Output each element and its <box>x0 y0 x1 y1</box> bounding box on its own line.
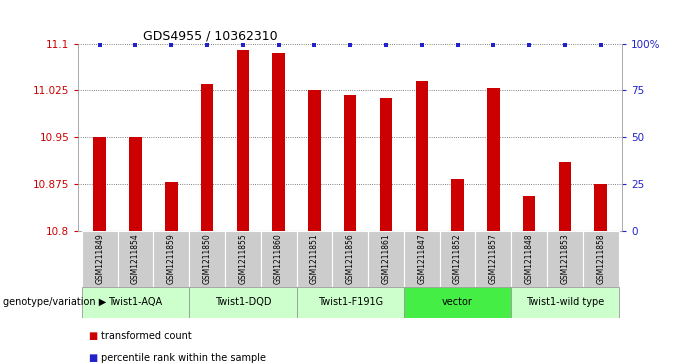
Text: GSM1211849: GSM1211849 <box>95 233 104 284</box>
Bar <box>415 81 428 231</box>
Bar <box>225 231 260 287</box>
Bar <box>129 137 141 231</box>
Bar <box>368 231 404 287</box>
Bar <box>333 231 368 287</box>
Bar <box>487 89 500 231</box>
Bar <box>511 287 619 318</box>
Bar <box>583 231 619 287</box>
Text: GSM1211854: GSM1211854 <box>131 233 140 284</box>
Text: genotype/variation ▶: genotype/variation ▶ <box>3 297 107 307</box>
Bar <box>523 196 535 231</box>
Text: GSM1211847: GSM1211847 <box>418 233 426 284</box>
Text: transformed count: transformed count <box>101 331 191 341</box>
Bar <box>260 231 296 287</box>
Text: GSM1211855: GSM1211855 <box>238 233 248 284</box>
Text: ■: ■ <box>88 352 98 363</box>
Bar <box>296 287 404 318</box>
Bar <box>237 50 249 231</box>
Text: Twist1-AQA: Twist1-AQA <box>108 297 163 307</box>
Text: GSM1211850: GSM1211850 <box>203 233 211 284</box>
Text: GSM1211848: GSM1211848 <box>525 233 534 284</box>
Text: percentile rank within the sample: percentile rank within the sample <box>101 352 266 363</box>
Text: GSM1211861: GSM1211861 <box>381 233 390 284</box>
Text: GSM1211857: GSM1211857 <box>489 233 498 284</box>
Bar <box>475 231 511 287</box>
Bar <box>559 162 571 231</box>
Bar <box>404 231 440 287</box>
Text: GDS4955 / 10362310: GDS4955 / 10362310 <box>143 29 278 42</box>
Bar <box>273 53 285 231</box>
Text: GSM1211853: GSM1211853 <box>560 233 569 284</box>
Text: GSM1211852: GSM1211852 <box>453 233 462 284</box>
Bar <box>189 287 296 318</box>
Bar <box>82 231 118 287</box>
Bar <box>189 231 225 287</box>
Bar <box>547 231 583 287</box>
Text: GSM1211858: GSM1211858 <box>596 233 605 284</box>
Bar <box>404 287 511 318</box>
Text: GSM1211851: GSM1211851 <box>310 233 319 284</box>
Bar <box>82 287 189 318</box>
Text: GSM1211856: GSM1211856 <box>345 233 355 284</box>
Text: GSM1211860: GSM1211860 <box>274 233 283 284</box>
Bar <box>154 231 189 287</box>
Bar <box>440 231 475 287</box>
Bar <box>165 182 177 231</box>
Text: Twist1-wild type: Twist1-wild type <box>526 297 604 307</box>
Bar <box>118 231 154 287</box>
Bar <box>308 90 321 231</box>
Bar <box>201 84 214 231</box>
Bar <box>344 95 356 231</box>
Text: Twist1-F191G: Twist1-F191G <box>318 297 383 307</box>
Bar <box>511 231 547 287</box>
Text: Twist1-DQD: Twist1-DQD <box>215 297 271 307</box>
Bar <box>594 184 607 231</box>
Text: vector: vector <box>442 297 473 307</box>
Bar <box>296 231 333 287</box>
Bar <box>379 98 392 231</box>
Bar <box>93 137 106 231</box>
Text: GSM1211859: GSM1211859 <box>167 233 175 284</box>
Text: ■: ■ <box>88 331 98 341</box>
Bar <box>452 179 464 231</box>
